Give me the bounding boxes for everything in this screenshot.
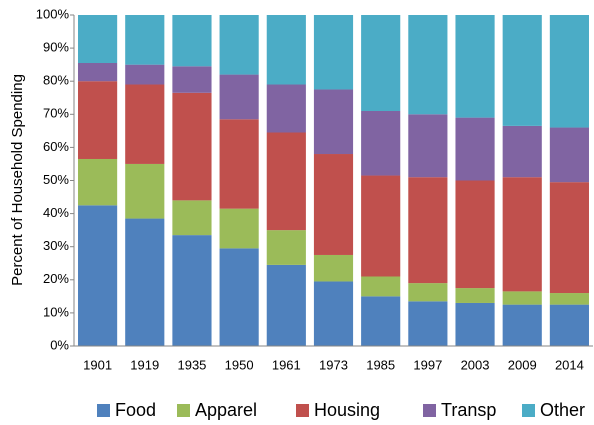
bar-segment [313, 254, 354, 282]
x-tick-label: 2014 [555, 357, 584, 372]
bar-segment [408, 114, 448, 178]
legend-label: Apparel [195, 400, 257, 420]
y-tick-label: 40% [43, 205, 69, 220]
bar-segment [502, 177, 542, 292]
bar-segment [455, 15, 495, 118]
bar-segment [172, 92, 212, 201]
bar-segment [455, 117, 495, 181]
bar-segment [266, 264, 306, 346]
bar-segment [266, 230, 306, 265]
legend-label: Housing [314, 400, 380, 420]
legend-swatch [97, 404, 110, 417]
bar-segment [408, 15, 448, 115]
legend-swatch [522, 404, 535, 417]
legend-swatch [177, 404, 190, 417]
legend-label: Other [540, 400, 585, 420]
bar-segment [78, 158, 118, 206]
bar-segment [78, 81, 118, 159]
x-tick-label: 1985 [366, 357, 395, 372]
legend-label: Food [115, 400, 156, 420]
bar-segment [502, 15, 542, 126]
bar-segment [219, 208, 259, 249]
y-tick-label: 0% [50, 337, 69, 352]
bar-segment [78, 15, 118, 63]
bar-segment [361, 276, 401, 297]
bar-segment [172, 15, 212, 67]
x-tick-label: 1961 [272, 357, 301, 372]
legend-swatch [423, 404, 436, 417]
bar-segment [549, 182, 589, 294]
bar-segment [549, 127, 589, 183]
x-tick-label: 1901 [83, 357, 112, 372]
y-tick-label: 100% [36, 6, 70, 21]
y-tick-label: 30% [43, 238, 69, 253]
x-tick-label: 1997 [413, 357, 442, 372]
bar-segment [266, 15, 306, 85]
y-tick-label: 70% [43, 106, 69, 121]
bar-segment [266, 132, 306, 231]
bar-segment [549, 293, 589, 305]
bar-segment [502, 291, 542, 305]
bar-segment [361, 110, 401, 176]
bar-segment [455, 288, 495, 303]
bar-segment [219, 248, 259, 346]
bar-segment [549, 304, 589, 346]
bar-segment [125, 84, 165, 164]
bar-segment [361, 15, 401, 111]
y-tick-label: 50% [43, 172, 69, 187]
x-tick-label: 1950 [225, 357, 254, 372]
bar-segment [408, 177, 448, 284]
bar-segment [78, 62, 118, 82]
legend-label: Transp [441, 400, 496, 420]
bar-segment [219, 119, 259, 209]
bar-segment [549, 15, 589, 128]
bar-segment [313, 154, 354, 255]
y-tick-label: 60% [43, 139, 69, 154]
bar-segment [313, 15, 354, 90]
bar-segment [455, 180, 495, 289]
x-tick-label: 1919 [130, 357, 159, 372]
bar-segment [266, 84, 306, 133]
bar-segment [502, 304, 542, 346]
x-tick-label: 1935 [177, 357, 206, 372]
bar-segment [125, 163, 165, 219]
bar-segment [313, 89, 354, 155]
bar-segment [502, 125, 542, 178]
bar-segment [313, 281, 354, 346]
bar-segment [172, 200, 212, 236]
bar-segment [172, 235, 212, 346]
y-tick-label: 90% [43, 40, 69, 55]
x-tick-label: 2003 [461, 357, 490, 372]
bar-segment [172, 66, 212, 93]
bar-segment [78, 205, 118, 346]
bar-segment [408, 301, 448, 346]
bar-segment [219, 15, 259, 75]
y-tick-label: 80% [43, 73, 69, 88]
legend-swatch [296, 404, 309, 417]
y-tick-label: 20% [43, 271, 69, 286]
bar-segment [125, 64, 165, 85]
y-tick-label: 10% [43, 304, 69, 319]
bar-segment [125, 218, 165, 346]
bar-segment [361, 296, 401, 346]
y-axis-label: Percent of Household Spending [9, 74, 26, 286]
bar-segment [455, 302, 495, 346]
bar-segment [125, 15, 165, 65]
x-tick-label: 1973 [319, 357, 348, 372]
bar-segment [361, 175, 401, 277]
bar-segment [408, 283, 448, 302]
bar-segment [219, 74, 259, 120]
x-tick-label: 2009 [508, 357, 537, 372]
